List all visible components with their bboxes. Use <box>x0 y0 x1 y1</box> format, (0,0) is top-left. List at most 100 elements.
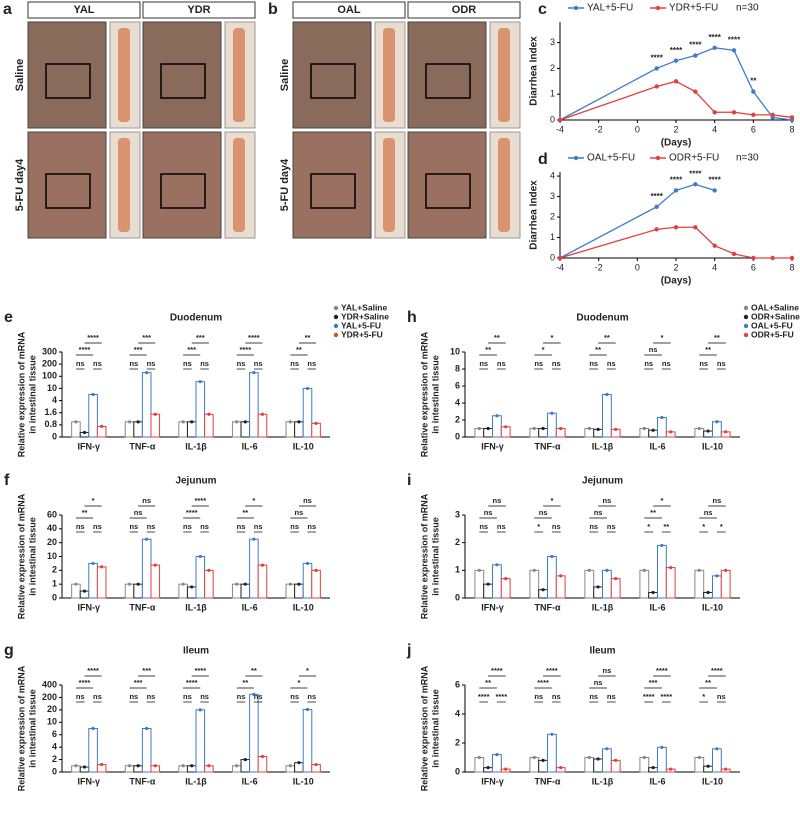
chart-title: Duodenum <box>576 313 628 324</box>
bar-dot <box>297 420 301 424</box>
bar-dot <box>198 380 202 384</box>
significance: * <box>537 522 540 531</box>
legend-marker <box>573 5 579 11</box>
y-axis-label: in intestinal tissue <box>430 517 440 596</box>
data-point <box>712 45 717 50</box>
bar-dot <box>660 543 664 548</box>
note: n=30 <box>736 3 759 14</box>
bar-dot <box>541 588 545 592</box>
intestine <box>383 138 395 232</box>
bar-dot <box>305 561 310 566</box>
bar <box>474 757 485 773</box>
mouse-photo <box>407 131 487 239</box>
bar <box>240 421 251 438</box>
x-tick-label: IL-6 <box>649 441 665 451</box>
bar-dot <box>136 764 140 768</box>
bar <box>694 757 705 773</box>
bar <box>547 412 557 438</box>
data-point <box>654 227 659 232</box>
significance: ns <box>147 359 156 368</box>
bar-dot <box>288 582 292 586</box>
bar <box>302 387 313 438</box>
x-tick-label: 2 <box>673 124 678 134</box>
data-point <box>693 225 698 230</box>
bar-dot <box>495 753 499 757</box>
legend-marker <box>573 155 579 161</box>
significance: *** <box>142 666 151 675</box>
bar <box>311 422 321 438</box>
significance: ns <box>307 359 316 368</box>
mouse-photo <box>27 21 107 129</box>
x-tick-label: IL-1β <box>592 602 614 612</box>
y-tick-label: 4 <box>550 170 555 180</box>
bar-dot <box>541 758 545 763</box>
bar-dot <box>305 386 310 391</box>
bar-dot <box>669 565 673 570</box>
data-point <box>789 255 795 261</box>
bar-dot <box>541 426 545 431</box>
bar <box>71 583 81 599</box>
data-point <box>712 110 717 115</box>
y-tick-label: 400 <box>42 679 57 689</box>
data-point <box>751 89 756 94</box>
y-axis-label: Relative expression of mRNA <box>419 331 429 457</box>
y-tick-label: 0 <box>455 766 460 776</box>
significance: ns <box>147 692 156 701</box>
panel-letter: d <box>538 151 548 168</box>
x-tick-label: 2 <box>673 262 678 272</box>
bar-dot <box>532 568 536 572</box>
panel-letter: i <box>407 472 411 489</box>
bar-dot <box>587 755 591 760</box>
y-tick-label: 0 <box>52 592 57 602</box>
y-tick-label: 1 <box>550 89 555 99</box>
bar-dot <box>190 585 194 589</box>
y-tick-label: 2 <box>455 537 460 547</box>
y-tick-label: 0 <box>455 592 460 602</box>
bar-dot <box>100 565 104 569</box>
y-tick-label: 0.8 <box>44 419 57 429</box>
bar-dot <box>207 412 211 416</box>
bar <box>474 569 485 599</box>
significance: ns <box>237 359 246 368</box>
significance: * <box>720 522 723 531</box>
bar-dot <box>724 430 728 434</box>
significance: ns <box>200 359 209 368</box>
x-tick-label: IL-6 <box>649 776 665 786</box>
bar <box>141 538 152 599</box>
bar <box>249 372 259 438</box>
row-label: 5-FU day4 <box>14 158 26 211</box>
bar-dot <box>260 412 265 416</box>
significance: **** <box>689 169 702 178</box>
bar-dot <box>297 761 301 765</box>
bar <box>88 728 98 773</box>
bar-dot <box>74 420 78 424</box>
bar-dot <box>651 428 655 432</box>
y-tick-label: 2 <box>550 63 555 73</box>
y-axis-label: in intestinal tissue <box>27 355 37 434</box>
x-tick-label: IL-6 <box>649 602 665 612</box>
data-point <box>751 255 756 261</box>
significance: ns <box>76 359 85 368</box>
significance: ns <box>290 692 299 701</box>
significance: * <box>660 333 663 342</box>
significance: **** <box>643 692 655 701</box>
x-tick-label: 0 <box>635 124 640 134</box>
significance: ns <box>649 345 658 354</box>
bar-dot <box>136 420 140 424</box>
y-axis-label: Relative expression of mRNA <box>419 493 429 619</box>
legend-label: OAL+Saline <box>751 302 799 312</box>
x-tick-label: TNF-α <box>129 441 155 451</box>
bar <box>492 754 502 773</box>
x-tick-label: IFN-γ <box>481 776 504 786</box>
significance: ** <box>82 508 88 517</box>
bar-dot <box>235 764 239 768</box>
bar-dot <box>504 425 508 429</box>
bar-dot <box>207 568 211 572</box>
bar <box>529 569 540 599</box>
bar <box>88 394 98 438</box>
y-tick-label: 2 <box>455 414 460 424</box>
intestine <box>233 28 245 122</box>
legend-marker <box>333 323 339 329</box>
bar <box>593 758 604 773</box>
significance: ** <box>485 345 491 354</box>
